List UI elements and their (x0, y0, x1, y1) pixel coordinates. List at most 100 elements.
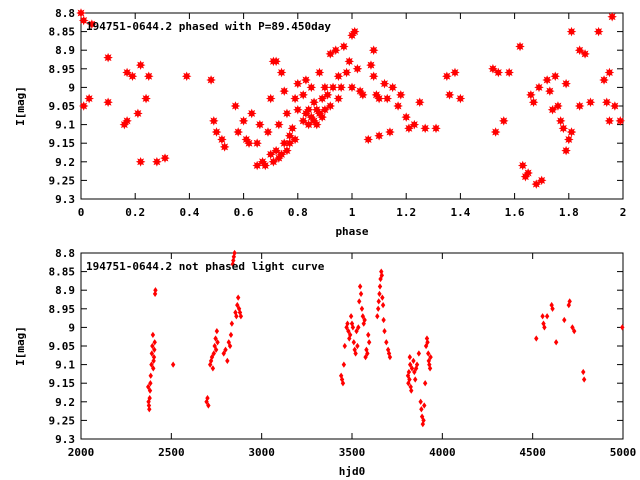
data-point (358, 90, 368, 100)
data-point (232, 249, 237, 257)
data-point (341, 67, 352, 78)
data-point (252, 138, 262, 148)
data-point (340, 380, 346, 387)
data-point (325, 101, 336, 111)
data-point (536, 175, 547, 186)
data-point (545, 86, 555, 96)
y-tick-label: 9.05 (49, 100, 76, 113)
data-point (148, 372, 153, 379)
data-point (414, 361, 420, 368)
data-point (427, 365, 433, 372)
data-point (428, 354, 433, 361)
data-point (255, 119, 265, 130)
data-point (213, 346, 219, 353)
data-point (219, 142, 230, 152)
data-point (360, 313, 366, 320)
data-point (312, 119, 322, 130)
data-point (566, 26, 577, 37)
data-point (230, 261, 235, 268)
data-point (376, 305, 381, 312)
x-axis-label: phase (335, 225, 368, 238)
data-point (409, 365, 415, 372)
data-point (328, 82, 338, 93)
data-point (572, 327, 577, 335)
data-point (380, 294, 385, 301)
y-tick-label: 8.85 (49, 26, 76, 39)
data-point (356, 324, 361, 331)
data-point (103, 52, 113, 63)
data-point (547, 104, 558, 115)
data-point (553, 101, 563, 111)
data-point (362, 316, 367, 324)
x-tick-label: 2500 (158, 446, 185, 459)
data-point (122, 67, 132, 78)
data-point (147, 387, 153, 394)
data-point (566, 301, 571, 309)
x-tick-label: 1 (349, 206, 356, 219)
data-point (620, 324, 625, 331)
data-point (152, 339, 157, 346)
data-point (208, 357, 214, 365)
data-point (425, 339, 430, 346)
data-point (366, 339, 372, 346)
data-point (421, 417, 426, 424)
data-point (238, 116, 249, 126)
y-axis-label: I[mag] (14, 86, 27, 126)
plot-title: 194751-0644.2 phased with P=89.450day (86, 20, 331, 33)
data-point (374, 93, 384, 104)
data-point (290, 93, 300, 104)
data-point (279, 138, 290, 148)
data-point (135, 157, 146, 167)
data-point (407, 376, 412, 383)
plot-frame (80, 12, 624, 200)
data-point (301, 75, 311, 85)
data-point (212, 342, 217, 350)
data-point (271, 145, 281, 156)
data-point (526, 90, 536, 100)
data-point (349, 26, 360, 37)
data-point (376, 298, 381, 305)
data-point (542, 75, 552, 85)
data-point (290, 134, 300, 145)
data-point (234, 313, 239, 320)
y-tick-label: 8.95 (49, 303, 76, 316)
data-point (322, 90, 333, 100)
data-point (353, 350, 358, 357)
data-point (78, 15, 89, 26)
data-point (416, 350, 422, 357)
data-point (422, 402, 427, 409)
data-point (213, 335, 218, 342)
data-point (147, 394, 152, 402)
data-point (504, 67, 514, 78)
data-point (306, 82, 317, 93)
data-point (444, 90, 455, 100)
data-point (374, 130, 384, 141)
y-tick-label: 9.1 (55, 119, 75, 132)
y-tick-label: 8.8 (55, 7, 75, 20)
x-tick-label: 0.6 (234, 206, 254, 219)
data-point (431, 123, 441, 134)
data-point (211, 350, 216, 357)
data-point (298, 90, 308, 100)
data-point (271, 56, 281, 67)
x-tick-label: 1.2 (396, 206, 416, 219)
data-point (385, 127, 395, 137)
data-point (205, 394, 210, 402)
data-point (358, 290, 364, 298)
data-point (574, 45, 585, 55)
data-point (352, 64, 363, 74)
data-point (418, 398, 423, 405)
data-point (238, 313, 244, 320)
data-point (382, 327, 387, 335)
data-point (209, 116, 219, 126)
data-point (333, 71, 344, 82)
data-point (574, 101, 585, 111)
data-point (393, 101, 403, 111)
data-point (317, 93, 327, 104)
data-point (244, 138, 254, 148)
data-point (141, 93, 151, 104)
data-point (413, 376, 418, 383)
data-point (333, 93, 344, 104)
data-point (314, 67, 325, 78)
data-point (151, 357, 156, 365)
